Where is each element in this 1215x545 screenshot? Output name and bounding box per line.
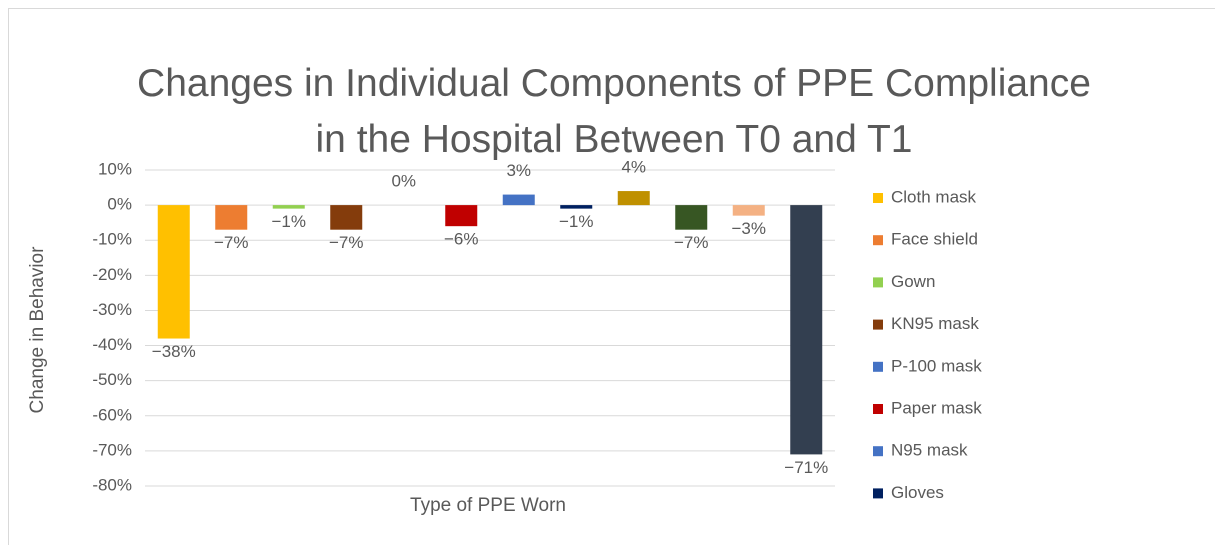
bar <box>790 205 823 455</box>
bar <box>560 205 593 209</box>
y-tick-label: -10% <box>92 230 132 249</box>
legend-label: P-100 mask <box>891 356 982 375</box>
chart-frame <box>8 8 1215 545</box>
legend-label: Cloth mask <box>891 187 977 206</box>
legend-label: Paper mask <box>891 398 982 417</box>
data-label: −6% <box>444 230 479 249</box>
legend-label: Face shield <box>891 230 978 249</box>
legend-label: Gown <box>891 272 935 291</box>
legend-label: KN95 mask <box>891 314 979 333</box>
y-tick-label: -60% <box>92 405 132 424</box>
legend-swatch <box>873 404 883 414</box>
y-tick-label: -50% <box>92 370 132 389</box>
y-tick-label: -30% <box>92 300 132 319</box>
data-label: 0% <box>391 172 416 191</box>
bar <box>675 205 708 230</box>
y-tick-label: -70% <box>92 440 132 459</box>
x-axis-title: Type of PPE Worn <box>410 495 566 516</box>
bar <box>330 205 363 230</box>
bar <box>445 205 478 227</box>
y-tick-label: -20% <box>92 265 132 284</box>
legend-swatch <box>873 235 883 246</box>
bar <box>272 205 305 209</box>
y-tick-label: 10% <box>98 159 132 178</box>
y-axis-title: Change in Behavior <box>27 246 48 414</box>
y-tick-label: -80% <box>92 475 132 494</box>
legend-swatch <box>873 193 883 203</box>
data-label: −7% <box>214 233 249 252</box>
data-label: −7% <box>329 233 364 252</box>
data-label: −1% <box>272 212 307 231</box>
legend-swatch <box>873 277 883 288</box>
y-tick-label: -40% <box>92 335 132 354</box>
bar <box>617 191 650 206</box>
legend-swatch <box>873 446 883 457</box>
chart-title: Changes in Individual Components of PPE … <box>137 62 1091 161</box>
legend-swatch <box>873 488 883 499</box>
data-label: −7% <box>674 233 709 252</box>
bar <box>502 194 535 206</box>
legend-label: Gloves <box>891 483 944 502</box>
data-label: 4% <box>621 158 646 177</box>
y-tick-label: 0% <box>107 195 132 214</box>
legend-swatch <box>873 361 883 372</box>
bar <box>215 205 248 230</box>
data-label: −38% <box>152 342 196 361</box>
data-label: 3% <box>506 161 531 180</box>
bar <box>732 205 765 216</box>
data-label: −3% <box>732 219 767 238</box>
data-label: −1% <box>559 212 594 231</box>
bar <box>157 205 190 339</box>
legend-swatch <box>873 319 883 330</box>
legend-label: N95 mask <box>891 441 968 460</box>
data-label: −71% <box>784 458 828 477</box>
